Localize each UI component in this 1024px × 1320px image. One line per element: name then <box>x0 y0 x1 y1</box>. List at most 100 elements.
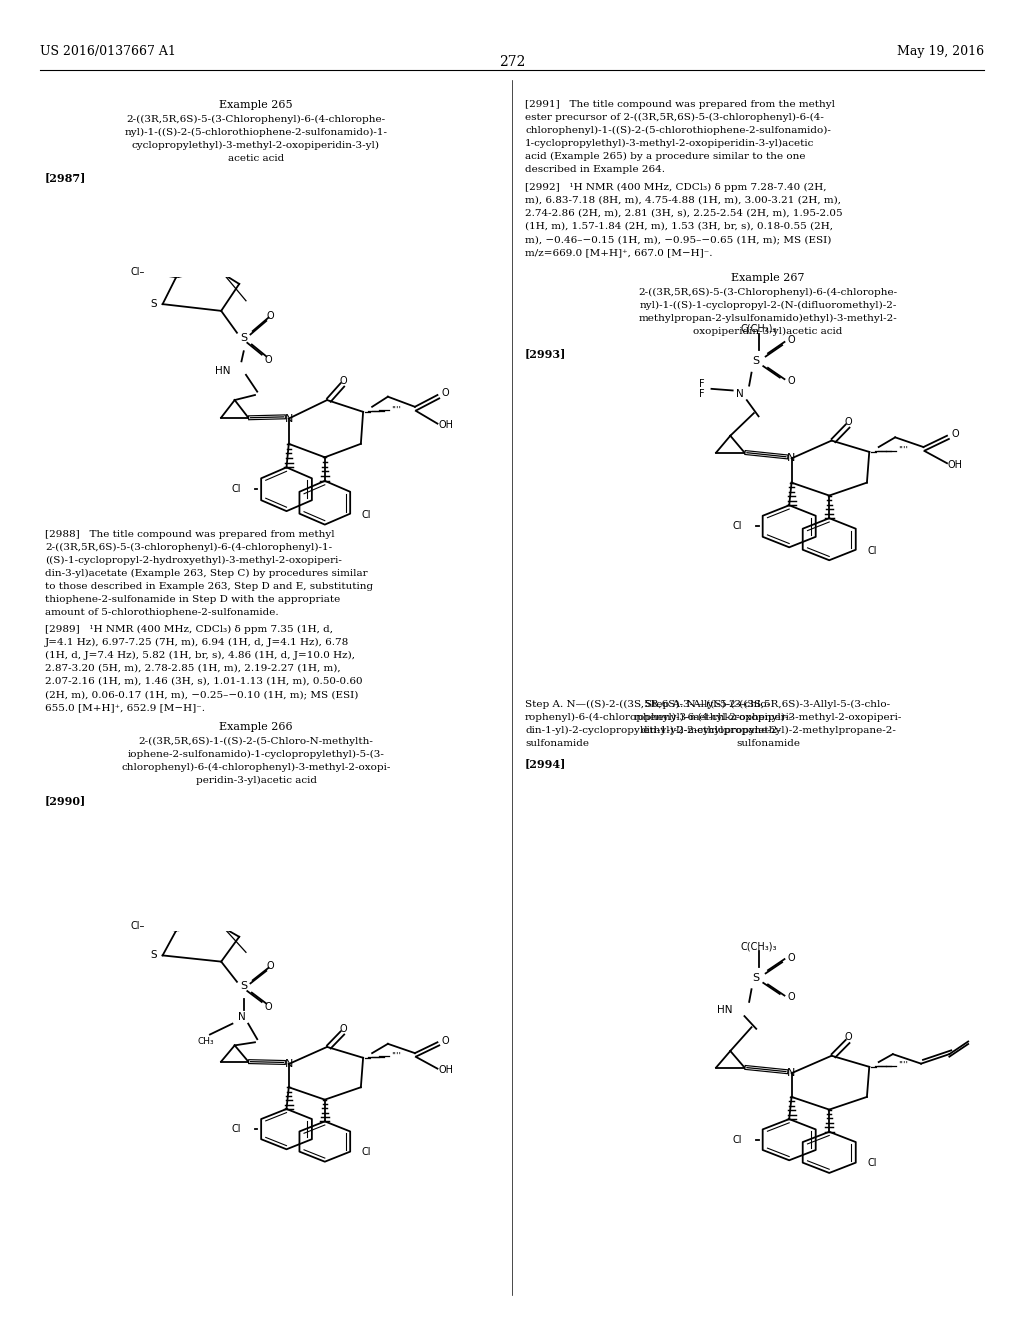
Text: acid (Example 265) by a procedure similar to the one: acid (Example 265) by a procedure simila… <box>525 152 806 161</box>
Text: S: S <box>241 982 247 991</box>
Text: N: N <box>285 1059 293 1069</box>
Text: Cl: Cl <box>232 484 242 494</box>
Text: 1-cyclopropylethyl)-3-methyl-2-oxopiperidin-3-yl)acetic: 1-cyclopropylethyl)-3-methyl-2-oxopiperi… <box>525 139 814 148</box>
Text: 2.87-3.20 (5H, m), 2.78-2.85 (1H, m), 2.19-2.27 (1H, m),: 2.87-3.20 (5H, m), 2.78-2.85 (1H, m), 2.… <box>45 664 341 673</box>
Text: m), 6.83-7.18 (8H, m), 4.75-4.88 (1H, m), 3.00-3.21 (2H, m),: m), 6.83-7.18 (8H, m), 4.75-4.88 (1H, m)… <box>525 195 841 205</box>
Text: m/z=669.0 [M+H]⁺, 667.0 [M−H]⁻.: m/z=669.0 [M+H]⁺, 667.0 [M−H]⁻. <box>525 248 713 257</box>
Text: Step A. N—((S)-2-((3S,5R,6S)-3-Allyl-5-(3-chlo-: Step A. N—((S)-2-((3S,5R,6S)-3-Allyl-5-(… <box>645 700 891 709</box>
Text: N: N <box>787 453 796 463</box>
Text: 2-((3R,5R,6S)-5-(3-Chlorophenyl)-6-(4-chlorophe-: 2-((3R,5R,6S)-5-(3-Chlorophenyl)-6-(4-ch… <box>638 288 898 297</box>
Text: peridin-3-yl)acetic acid: peridin-3-yl)acetic acid <box>196 776 316 785</box>
Text: O: O <box>264 1002 272 1011</box>
Text: (2H, m), 0.06-0.17 (1H, m), −0.25–−0.10 (1H, m); MS (ESI): (2H, m), 0.06-0.17 (1H, m), −0.25–−0.10 … <box>45 690 358 700</box>
Text: [2989]   ¹H NMR (400 MHz, CDCl₃) δ ppm 7.35 (1H, d,: [2989] ¹H NMR (400 MHz, CDCl₃) δ ppm 7.3… <box>45 624 333 634</box>
Text: chlorophenyl)-6-(4-chlorophenyl)-3-methyl-2-oxopi-: chlorophenyl)-6-(4-chlorophenyl)-3-methy… <box>121 763 391 772</box>
Text: [2993]: [2993] <box>525 348 566 359</box>
Text: Cl–: Cl– <box>130 921 144 931</box>
Text: din-1-yl)-2-cyclopropylethyl)-2-methylpropane-2-: din-1-yl)-2-cyclopropylethyl)-2-methylpr… <box>525 726 781 735</box>
Text: O: O <box>844 1032 852 1043</box>
Text: Cl: Cl <box>868 545 878 556</box>
Text: Cl: Cl <box>868 1159 878 1168</box>
Text: [2987]: [2987] <box>45 172 86 183</box>
Text: Example 267: Example 267 <box>731 273 805 282</box>
Text: rophenyl)-6-(4-chlorophenyl)-3-methyl-2-oxopiperi-: rophenyl)-6-(4-chlorophenyl)-3-methyl-2-… <box>634 713 902 722</box>
Text: din-1-yl)-2-cyclopropylethyl)-2-methylpropane-2-: din-1-yl)-2-cyclopropylethyl)-2-methylpr… <box>640 726 896 735</box>
Text: S: S <box>241 333 247 343</box>
Text: J=4.1 Hz), 6.97-7.25 (7H, m), 6.94 (1H, d, J=4.1 Hz), 6.78: J=4.1 Hz), 6.97-7.25 (7H, m), 6.94 (1H, … <box>45 638 349 647</box>
Text: [2991]   The title compound was prepared from the methyl: [2991] The title compound was prepared f… <box>525 100 835 110</box>
Text: (1H, d, J=7.4 Hz), 5.82 (1H, br, s), 4.86 (1H, d, J=10.0 Hz),: (1H, d, J=7.4 Hz), 5.82 (1H, br, s), 4.8… <box>45 651 355 660</box>
Text: '''': '''' <box>898 1061 908 1069</box>
Text: OH: OH <box>438 420 454 430</box>
Text: O: O <box>339 375 347 385</box>
Text: din-3-yl)acetate (Example 263, Step C) by procedures similar: din-3-yl)acetate (Example 263, Step C) b… <box>45 569 368 578</box>
Text: O: O <box>787 953 796 962</box>
Text: [2990]: [2990] <box>45 795 86 807</box>
Text: nyl)-1-((S)-1-cyclopropyl-2-(N-(difluoromethyl)-2-: nyl)-1-((S)-1-cyclopropyl-2-(N-(difluoro… <box>639 301 897 310</box>
Text: O: O <box>267 312 274 321</box>
Text: ester precursor of 2-((3R,5R,6S)-5-(3-chlorophenyl)-6-(4-: ester precursor of 2-((3R,5R,6S)-5-(3-ch… <box>525 114 824 123</box>
Text: 2.07-2.16 (1H, m), 1.46 (3H, s), 1.01-1.13 (1H, m), 0.50-0.60: 2.07-2.16 (1H, m), 1.46 (3H, s), 1.01-1.… <box>45 677 362 686</box>
Text: C(CH₃)₃: C(CH₃)₃ <box>740 941 777 952</box>
Text: Cl–: Cl– <box>130 267 144 277</box>
Text: to those described in Example 263, Step D and E, substituting: to those described in Example 263, Step … <box>45 582 373 591</box>
Text: US 2016/0137667 A1: US 2016/0137667 A1 <box>40 45 176 58</box>
Text: [2988]   The title compound was prepared from methyl: [2988] The title compound was prepared f… <box>45 531 335 539</box>
Text: O: O <box>442 388 450 399</box>
Text: [2994]: [2994] <box>525 758 566 770</box>
Text: cyclopropylethyl)-3-methyl-2-oxopiperidin-3-yl): cyclopropylethyl)-3-methyl-2-oxopiperidi… <box>132 141 380 150</box>
Text: Cl: Cl <box>361 510 372 520</box>
Text: rophenyl)-6-(4-chlorophenyl)-3-methyl-2-oxopiperi-: rophenyl)-6-(4-chlorophenyl)-3-methyl-2-… <box>525 713 794 722</box>
Text: S: S <box>151 950 158 961</box>
Text: S: S <box>753 356 760 367</box>
Text: described in Example 264.: described in Example 264. <box>525 165 665 174</box>
Text: (1H, m), 1.57-1.84 (2H, m), 1.53 (3H, br, s), 0.18-0.55 (2H,: (1H, m), 1.57-1.84 (2H, m), 1.53 (3H, br… <box>525 222 833 231</box>
Text: Step A. N—((S)-2-((3S,5R,6S)-3-Allyl-5-(3-chlo-: Step A. N—((S)-2-((3S,5R,6S)-3-Allyl-5-(… <box>525 700 770 709</box>
Text: acetic acid: acetic acid <box>228 154 284 162</box>
Text: N: N <box>238 1012 246 1023</box>
Text: O: O <box>787 376 796 385</box>
Text: '''': '''' <box>898 446 908 455</box>
Text: methylpropan-2-ylsulfonamido)ethyl)-3-methyl-2-: methylpropan-2-ylsulfonamido)ethyl)-3-me… <box>639 314 897 323</box>
Text: O: O <box>787 993 796 1002</box>
Text: m), −0.46–−0.15 (1H, m), −0.95–−0.65 (1H, m); MS (ESI): m), −0.46–−0.15 (1H, m), −0.95–−0.65 (1H… <box>525 235 831 244</box>
Text: Example 265: Example 265 <box>219 100 293 110</box>
Text: Cl: Cl <box>732 1135 742 1144</box>
Text: Example 266: Example 266 <box>219 722 293 733</box>
Text: chlorophenyl)-1-((S)-2-(5-chlorothiophene-2-sulfonamido)-: chlorophenyl)-1-((S)-2-(5-chlorothiophen… <box>525 125 830 135</box>
Text: OH: OH <box>948 459 963 470</box>
Text: CH₃: CH₃ <box>197 1036 214 1045</box>
Text: O: O <box>951 429 959 440</box>
Text: 272: 272 <box>499 55 525 69</box>
Text: O: O <box>264 355 272 364</box>
Text: N: N <box>285 413 293 424</box>
Text: 2-((3R,5R,6S)-5-(3-chlorophenyl)-6-(4-chlorophenyl)-1-: 2-((3R,5R,6S)-5-(3-chlorophenyl)-6-(4-ch… <box>45 543 332 552</box>
Text: F: F <box>698 379 705 389</box>
Text: C(CH₃)₃: C(CH₃)₃ <box>740 323 777 334</box>
Text: oxopiperidin-3-yl)acetic acid: oxopiperidin-3-yl)acetic acid <box>693 327 843 337</box>
Text: S: S <box>753 973 760 983</box>
Text: Cl: Cl <box>732 521 742 531</box>
Text: O: O <box>787 335 796 346</box>
Text: O: O <box>442 1036 450 1045</box>
Text: O: O <box>339 1024 347 1034</box>
Text: S: S <box>151 300 158 309</box>
Text: 2-((3R,5R,6S)-5-(3-Chlorophenyl)-6-(4-chlorophe-: 2-((3R,5R,6S)-5-(3-Chlorophenyl)-6-(4-ch… <box>126 115 386 124</box>
Text: F: F <box>698 388 705 399</box>
Text: nyl)-1-((S)-2-(5-chlorothiophene-2-sulfonamido)-1-: nyl)-1-((S)-2-(5-chlorothiophene-2-sulfo… <box>125 128 387 137</box>
Text: Cl: Cl <box>232 1125 242 1134</box>
Text: iophene-2-sulfonamido)-1-cyclopropylethyl)-5-(3-: iophene-2-sulfonamido)-1-cyclopropylethy… <box>128 750 384 759</box>
Text: [2992]   ¹H NMR (400 MHz, CDCl₃) δ ppm 7.28-7.40 (2H,: [2992] ¹H NMR (400 MHz, CDCl₃) δ ppm 7.2… <box>525 183 826 193</box>
Text: OH: OH <box>438 1065 454 1076</box>
Text: 655.0 [M+H]⁺, 652.9 [M−H]⁻.: 655.0 [M+H]⁺, 652.9 [M−H]⁻. <box>45 704 205 711</box>
Text: Cl: Cl <box>361 1147 372 1158</box>
Text: O: O <box>844 417 852 426</box>
Text: HN: HN <box>717 1005 733 1015</box>
Text: 2-((3R,5R,6S)-1-((S)-2-(5-Chloro-N-methylth-: 2-((3R,5R,6S)-1-((S)-2-(5-Chloro-N-methy… <box>138 737 374 746</box>
Text: sulfonamide: sulfonamide <box>736 739 800 748</box>
Text: May 19, 2016: May 19, 2016 <box>897 45 984 58</box>
Text: ((S)-1-cyclopropyl-2-hydroxyethyl)-3-methyl-2-oxopiperi-: ((S)-1-cyclopropyl-2-hydroxyethyl)-3-met… <box>45 556 342 565</box>
Text: thiophene-2-sulfonamide in Step D with the appropriate: thiophene-2-sulfonamide in Step D with t… <box>45 595 340 605</box>
Text: HN: HN <box>215 367 230 376</box>
Text: amount of 5-chlorothiophene-2-sulfonamide.: amount of 5-chlorothiophene-2-sulfonamid… <box>45 609 279 616</box>
